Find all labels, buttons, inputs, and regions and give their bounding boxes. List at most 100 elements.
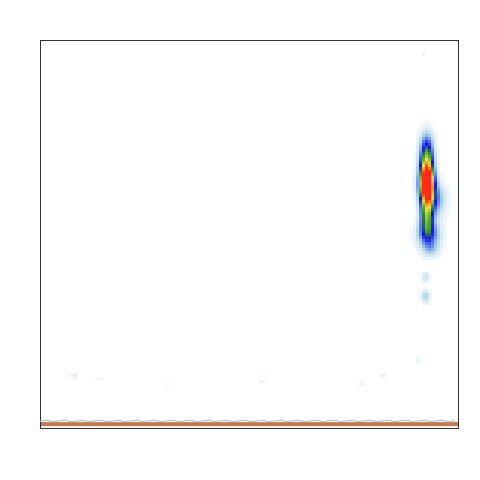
heatmap-cell — [434, 227, 437, 230]
heatmap-cell — [446, 188, 449, 191]
heatmap-cell — [419, 221, 422, 224]
heatmap-cell — [428, 128, 431, 131]
heatmap-cell — [428, 299, 431, 302]
heatmap-cell — [434, 248, 437, 251]
heatmap-cell — [416, 251, 419, 254]
heatmap-cell — [413, 185, 416, 188]
heatmap-cell — [416, 230, 419, 233]
heatmap-cell — [431, 161, 434, 164]
heatmap-cell — [440, 245, 443, 248]
heatmap-cell — [431, 254, 434, 257]
heatmap-cell — [434, 206, 437, 209]
heatmap-cell — [449, 203, 452, 206]
heatmap-cell — [419, 173, 422, 176]
heatmap-cell — [446, 203, 449, 206]
heatmap-cell — [413, 227, 416, 230]
heatmap-cell — [416, 176, 419, 179]
heatmap-cell — [431, 200, 434, 203]
heatmap-cell — [422, 224, 425, 227]
heatmap-cell — [419, 188, 422, 191]
heatmap-cell — [437, 164, 440, 167]
heatmap-cell — [422, 185, 425, 188]
heatmap-cell — [416, 203, 419, 206]
heatmap-cell — [443, 182, 446, 185]
heatmap-cell — [428, 161, 431, 164]
heatmap-cell — [428, 290, 431, 293]
heatmap-cell — [422, 53, 425, 56]
baseline-ripple — [40, 419, 456, 423]
heatmap-cell — [419, 203, 422, 206]
heatmap-cell — [437, 218, 440, 221]
heatmap-cell — [419, 140, 422, 143]
heatmap-cell — [422, 173, 425, 176]
heatmap-cell — [416, 140, 419, 143]
heatmap-cell — [425, 167, 428, 170]
heatmap-cell — [431, 146, 434, 149]
heatmap-cell — [422, 215, 425, 218]
heatmap-cell — [419, 224, 422, 227]
heatmap-cell — [380, 374, 383, 377]
heatmap-cell — [431, 212, 434, 215]
heatmap-cell — [431, 227, 434, 230]
heatmap-cell — [425, 122, 428, 125]
heatmap-cell — [413, 224, 416, 227]
heatmap-cell — [428, 251, 431, 254]
heatmap-cell — [260, 380, 263, 383]
heatmap-cell — [428, 131, 431, 134]
heatmap-cell — [419, 230, 422, 233]
heatmap-cell — [422, 140, 425, 143]
heatmap-cell — [413, 230, 416, 233]
heatmap-cell — [422, 254, 425, 257]
heatmap-cell — [437, 251, 440, 254]
heatmap-cell — [434, 221, 437, 224]
heatmap-cell — [422, 128, 425, 131]
heatmap-cell — [434, 188, 437, 191]
heatmap-cell — [422, 149, 425, 152]
heatmap-cell — [440, 194, 443, 197]
heatmap-cell — [425, 125, 428, 128]
heatmap-cell — [422, 143, 425, 146]
heatmap-cell — [440, 215, 443, 218]
heatmap-cell — [434, 182, 437, 185]
heatmap-cell — [425, 227, 428, 230]
heatmap-cell — [425, 179, 428, 182]
heatmap-cell — [437, 182, 440, 185]
heatmap-cell — [422, 131, 425, 134]
heatmap-cell — [419, 359, 422, 362]
plot-panel — [40, 40, 459, 429]
heatmap-cell — [422, 257, 425, 260]
heatmap-cell — [437, 149, 440, 152]
heatmap-cell — [437, 230, 440, 233]
heatmap-cell — [443, 218, 446, 221]
heatmap-cell — [443, 224, 446, 227]
heatmap-cell — [437, 233, 440, 236]
heatmap-cell — [425, 140, 428, 143]
heatmap-cell — [443, 179, 446, 182]
heatmap-cell — [428, 206, 431, 209]
heatmap-cell — [425, 212, 428, 215]
heatmap-cell — [425, 236, 428, 239]
heatmap-cell — [416, 242, 419, 245]
heatmap-cell — [434, 146, 437, 149]
heatmap-cell — [425, 176, 428, 179]
heatmap-cell — [416, 245, 419, 248]
heatmap-cell — [416, 164, 419, 167]
heatmap-cell — [428, 215, 431, 218]
baseline-strip — [41, 422, 458, 427]
heatmap-cell — [416, 155, 419, 158]
heatmap-cell — [434, 167, 437, 170]
heatmap-cell — [419, 299, 422, 302]
heatmap-cell — [440, 197, 443, 200]
heatmap-cell — [434, 179, 437, 182]
heatmap-cell — [428, 182, 431, 185]
heatmap-cell — [422, 242, 425, 245]
heatmap-cell — [434, 212, 437, 215]
heatmap-cell — [434, 251, 437, 254]
heatmap-cell — [431, 173, 434, 176]
heatmap-cell — [425, 278, 428, 281]
heatmap-cell — [425, 254, 428, 257]
heatmap-cell — [428, 122, 431, 125]
heatmap-cell — [434, 254, 437, 257]
heatmap-cell — [437, 254, 440, 257]
heatmap-cell — [431, 164, 434, 167]
